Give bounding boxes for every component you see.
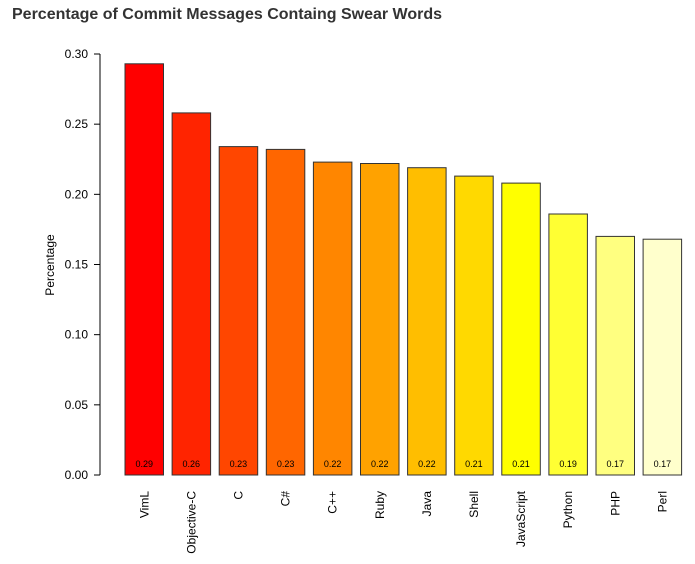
x-tick-label: C <box>231 491 245 500</box>
bar-data-label: 0.29 <box>136 459 154 469</box>
x-tick-label: JavaScript <box>514 490 528 547</box>
bar-c <box>218 146 259 476</box>
bar-viml <box>124 63 164 476</box>
bar-data-label: 0.23 <box>230 459 248 469</box>
bar-python <box>548 213 588 476</box>
bar-data-label: 0.22 <box>418 459 436 469</box>
x-tick-label: VimL <box>137 491 151 518</box>
x-tick-label: Ruby <box>373 491 387 519</box>
y-tick-label: 0.25 <box>65 117 89 131</box>
bar-data-label: 0.17 <box>654 459 672 469</box>
x-tick-label: C# <box>279 491 293 507</box>
bar-javascript <box>501 182 541 476</box>
x-axis: VimL Objective-C C C# C++ Ruby Java Shell JavaSc… <box>137 490 669 553</box>
y-tick-label: 0.10 <box>65 328 89 342</box>
y-tick-label: 0.15 <box>65 258 89 272</box>
chart-title: Percentage of Commit Messages Containg S… <box>12 6 443 23</box>
x-tick-label: Shell <box>467 491 481 518</box>
y-tick-label: 0.30 <box>65 47 89 61</box>
bar-data-label: 0.19 <box>559 459 577 469</box>
y-tick-label: 0.00 <box>65 468 89 482</box>
bars-group: 0.29 0.26 0.23 0.23 0.22 0.22 0.22 0.21 0.21 0.19… <box>124 63 683 476</box>
x-tick-label: Objective-C <box>184 491 198 554</box>
bar-data-label: 0.26 <box>183 459 201 469</box>
bar-data-label: 0.17 <box>607 459 625 469</box>
bar-ruby <box>360 163 400 476</box>
bar-data-label: 0.22 <box>371 459 389 469</box>
bar-csharp <box>265 148 306 476</box>
x-tick-label: PHP <box>608 491 622 516</box>
bar-data-label: 0.21 <box>512 459 530 469</box>
bar-objective-c <box>171 112 212 476</box>
bar-data-label: 0.21 <box>465 459 483 469</box>
bar-perl <box>642 238 683 476</box>
bar-shell <box>454 175 494 476</box>
x-tick-label: Python <box>561 491 575 528</box>
y-axis: 0.00 0.05 0.10 0.15 0.20 0.25 0.30 <box>65 47 101 482</box>
x-tick-label: Perl <box>655 491 669 512</box>
x-tick-label: C++ <box>326 491 340 514</box>
x-tick-label: Java <box>420 491 434 517</box>
bar-data-label: 0.23 <box>277 459 295 469</box>
bar-data-label: 0.22 <box>324 459 342 469</box>
bar-php <box>595 235 635 476</box>
bar-java <box>407 167 447 476</box>
bar-cplusplus <box>312 161 353 476</box>
y-tick-label: 0.05 <box>65 398 89 412</box>
y-axis-label: Percentage <box>43 234 57 296</box>
y-tick-label: 0.20 <box>65 187 89 201</box>
